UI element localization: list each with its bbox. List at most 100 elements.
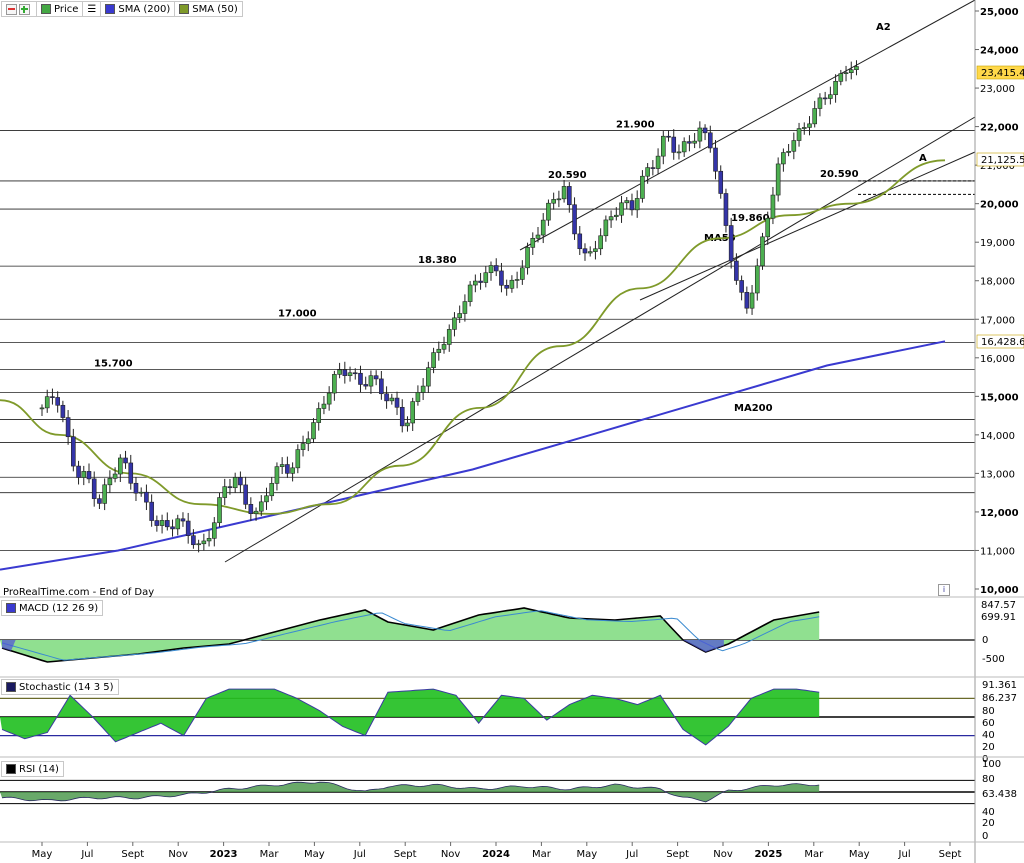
rsi-legend[interactable]: RSI (14)	[1, 761, 64, 777]
x-tick-label: Sept	[394, 849, 417, 860]
candle-body	[180, 518, 186, 522]
candle-body	[201, 540, 207, 545]
candle-body	[551, 199, 556, 204]
candle-body	[337, 369, 342, 375]
candle-body	[431, 352, 436, 369]
sma50-line	[0, 159, 946, 515]
x-tick-label: 2024	[482, 849, 510, 860]
price-legend[interactable]: Price ☰ SMA (200) SMA (50)	[1, 1, 243, 17]
candle-body	[493, 265, 499, 272]
candle-body	[728, 225, 734, 262]
candles	[39, 60, 859, 553]
price-label: Price	[54, 3, 79, 15]
candle-body	[520, 267, 525, 280]
candle-body	[107, 478, 113, 486]
candle-body	[258, 501, 264, 512]
y-tick-label: 10,000	[980, 585, 1019, 596]
candle-body	[572, 204, 577, 235]
candle-body	[305, 438, 311, 444]
upper-channel-line	[519, 0, 976, 251]
macd-negative-area	[673, 640, 724, 652]
sma200-legend-item[interactable]: SMA (200)	[101, 2, 176, 16]
level-label: 17.000	[278, 308, 317, 319]
candle-body	[269, 483, 275, 497]
candle-body	[624, 200, 630, 204]
candle-body	[185, 520, 191, 536]
candle-body	[65, 417, 71, 438]
candle-body	[55, 397, 60, 406]
candle-body	[243, 484, 248, 505]
candle-body	[290, 467, 295, 474]
y-tick-label: 19,000	[980, 238, 1015, 249]
list-icon-item[interactable]: ☰	[83, 2, 102, 16]
candle-body	[452, 317, 457, 330]
stochastic-tick-label: 80	[982, 706, 995, 717]
candle-body	[473, 280, 478, 286]
x-tick-label: Sept	[939, 849, 962, 860]
stochastic-value-bg	[977, 679, 1024, 690]
level-label: 21.900	[616, 119, 655, 130]
info-icon[interactable]: i	[938, 584, 950, 596]
toggle-icon[interactable]	[19, 3, 30, 15]
toggle-icon[interactable]	[6, 3, 17, 15]
candle-body	[368, 375, 374, 387]
candle-body	[608, 216, 614, 221]
candle-body	[540, 219, 546, 236]
candle-body	[86, 471, 92, 480]
macd-legend[interactable]: MACD (12 26 9)	[1, 600, 104, 616]
candle-body	[561, 186, 567, 200]
candle-body	[754, 265, 760, 294]
lower-channel-line	[224, 116, 976, 563]
y-tick-label: 17,000	[980, 315, 1015, 326]
candle-body	[165, 520, 170, 528]
candle-body	[676, 151, 682, 154]
candle-body	[238, 477, 243, 486]
rsi-swatch-icon	[6, 764, 16, 774]
candle-body	[582, 248, 588, 254]
candle-body	[509, 279, 515, 289]
macd-swatch-icon	[6, 603, 16, 613]
candle-body	[358, 372, 363, 385]
candle-body	[211, 522, 217, 539]
candle-body	[483, 272, 489, 283]
candle-body	[807, 123, 812, 128]
candle-body	[734, 260, 739, 281]
y-tick-label: 13,000	[980, 469, 1015, 480]
candle-body	[138, 491, 144, 494]
stochastic-swatch-icon	[6, 682, 16, 692]
candle-body	[149, 501, 154, 521]
x-tick-label: Nov	[713, 849, 733, 860]
candle-body	[274, 466, 280, 484]
candle-body	[118, 457, 123, 475]
candle-body	[102, 484, 107, 504]
x-tick-label: Sept	[121, 849, 144, 860]
candle-body	[253, 510, 259, 514]
candle-body	[593, 248, 598, 252]
candle-body	[384, 393, 389, 402]
candle-body	[801, 127, 807, 129]
list-icon[interactable]: ☰	[87, 3, 97, 15]
candle-body	[217, 497, 222, 524]
candle-body	[279, 464, 285, 467]
candle-body	[379, 378, 384, 395]
candle-body	[744, 291, 750, 309]
price-legend-item[interactable]: Price	[37, 2, 84, 16]
chart-tools[interactable]	[2, 2, 37, 16]
candle-body	[603, 219, 609, 237]
candle-body	[175, 518, 181, 530]
candle-body	[467, 284, 473, 302]
candle-body	[765, 217, 771, 238]
macd-negative-area	[2, 640, 16, 651]
stochastic-legend[interactable]: Stochastic (14 3 5)	[1, 679, 119, 695]
candle-body	[660, 135, 666, 157]
sma50-value-label-box	[976, 152, 1024, 167]
candle-body	[326, 392, 332, 405]
sma50-legend-item[interactable]: SMA (50)	[175, 2, 242, 16]
candle-body	[749, 292, 755, 309]
support-resistance-levels: 21.900 20.590 19.860 18.380 17.000 15.700 20.5…	[94, 119, 975, 369]
price-grid	[0, 130, 975, 551]
y-tick-label: 24,000	[980, 46, 1019, 57]
y-tick-label: 12,000	[980, 508, 1019, 519]
candle-body	[671, 136, 677, 153]
candle-body	[410, 401, 415, 424]
